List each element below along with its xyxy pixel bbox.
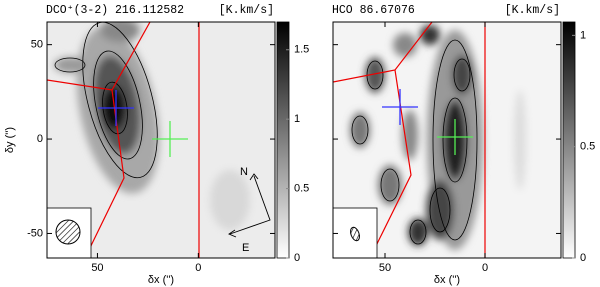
x-tick-label: 50	[91, 262, 103, 274]
plot-frame	[332, 21, 562, 259]
unit-label: [K.km/s]	[505, 4, 560, 17]
colorbar-tick-label: 0.5	[580, 141, 595, 153]
colorbar-tick-label: 0	[294, 252, 300, 264]
colorbar	[562, 21, 576, 259]
unit-label: [K.km/s]	[219, 4, 274, 17]
x-tick-label: 0	[195, 262, 201, 274]
colorbar-tick-label: 0.5	[294, 182, 309, 194]
y-tick-label: -50	[27, 227, 43, 239]
y-tick-label: 50	[31, 39, 43, 51]
colorbar-tick-label: 1	[580, 29, 586, 41]
y-axis-label: δy ('')	[4, 127, 16, 153]
x-axis-label: δx ('')	[434, 274, 460, 286]
annotation: E	[242, 242, 249, 254]
y-tick-label: 0	[37, 133, 43, 145]
x-tick-label: 0	[482, 262, 488, 274]
map-image	[47, 22, 275, 258]
colorbar-tick-label: 0	[580, 252, 586, 264]
map-title: HCO 86.67076	[332, 4, 415, 17]
x-tick-label: 50	[379, 262, 391, 274]
annotation: N	[240, 166, 248, 178]
plot-frame	[46, 21, 276, 259]
colorbar-tick-label: 1.5	[294, 44, 309, 56]
x-axis-label: δx ('')	[148, 274, 174, 286]
map-title: DCO⁺(3-2) 216.112582	[46, 4, 184, 17]
colorbar-tick-label: 1	[294, 113, 300, 125]
map-image	[333, 22, 561, 258]
colorbar	[276, 21, 290, 259]
